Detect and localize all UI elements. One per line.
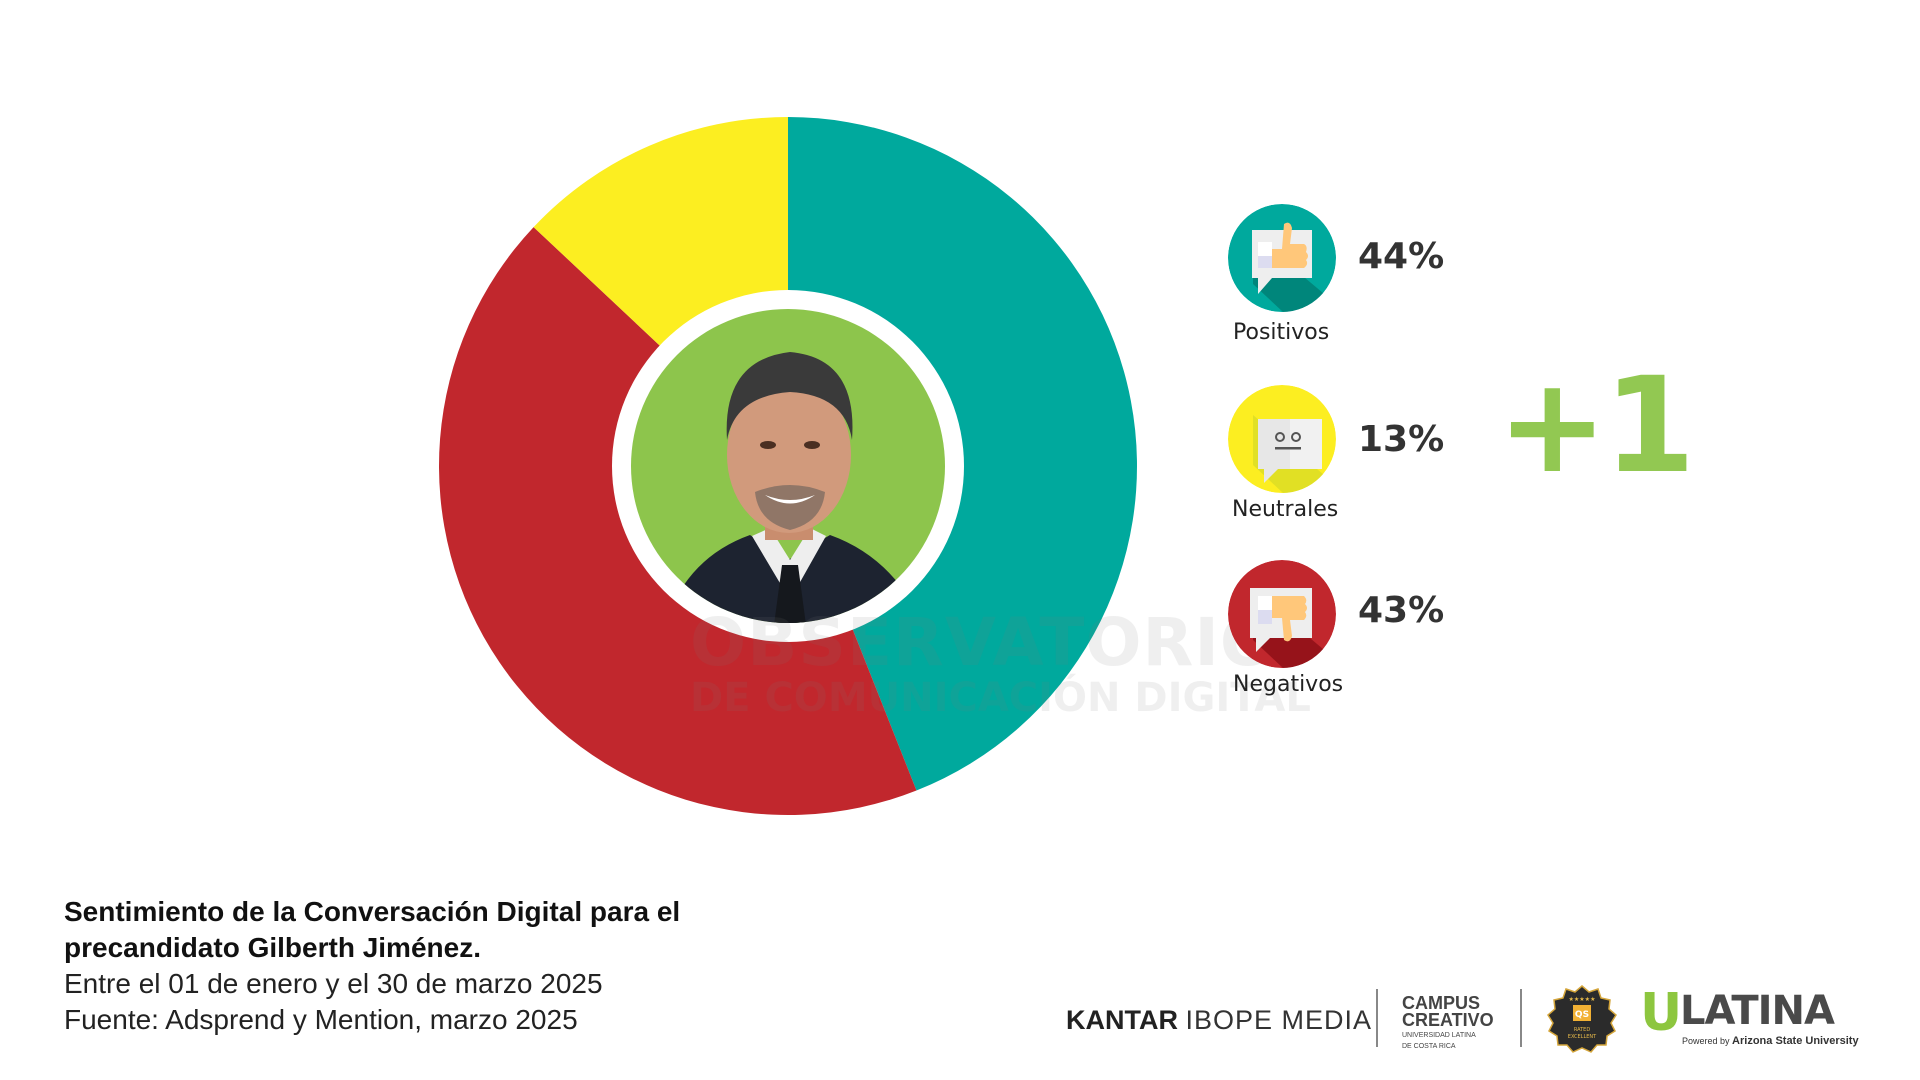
legend-pct-positivos: 44% xyxy=(1358,236,1445,277)
kantar-logo-bold: KANTAR xyxy=(1066,1005,1178,1035)
thumbs-up-speech-bubble-icon xyxy=(1228,204,1336,312)
legend-pct-neutrales: 13% xyxy=(1358,419,1445,460)
portrait-eye xyxy=(804,441,820,449)
portrait-hair xyxy=(726,352,853,440)
logo-divider xyxy=(1520,989,1522,1047)
qs-badge-top: QS xyxy=(1575,1010,1589,1020)
portrait-tie xyxy=(772,565,808,623)
caption-source: Fuente: Adsprend y Mention, marzo 2025 xyxy=(64,1004,578,1035)
campus-line2: CREATIVO xyxy=(1402,1010,1494,1030)
kantar-ibope-logo: KANTAR IBOPE MEDIA xyxy=(1066,1005,1372,1036)
footer-logos: KANTAR IBOPE MEDIA CAMPUS CREATIVO UNIVE… xyxy=(1060,985,1860,1055)
ulatina-logo-u: U xyxy=(1640,983,1683,1043)
ulatina-logo-latina: LATINA xyxy=(1680,988,1835,1034)
legend-pct-negativos: 43% xyxy=(1358,590,1445,631)
svg-text:★★★★★: ★★★★★ xyxy=(1569,996,1596,1003)
campus-line1: CAMPUS xyxy=(1402,993,1481,1013)
campus-sub1: UNIVERSIDAD LATINA xyxy=(1402,1032,1476,1039)
legend-label-negativos: Negativos xyxy=(1233,672,1344,697)
ulatina-powered-label: Powered by xyxy=(1682,1036,1730,1046)
portrait-eye xyxy=(760,441,776,449)
kantar-logo-light: IBOPE MEDIA xyxy=(1185,1005,1373,1035)
portrait-beard xyxy=(755,485,825,530)
logo-divider xyxy=(1376,989,1378,1047)
qs-badge-line1: RATED xyxy=(1574,1027,1591,1033)
legend-label-positivos: Positivos xyxy=(1233,320,1330,345)
caption-period: Entre el 01 de enero y el 30 de marzo 20… xyxy=(64,968,603,999)
delta-indicator: +1 xyxy=(1497,349,1695,503)
caption-title-line2: precandidato Gilberth Jiménez. xyxy=(64,932,481,963)
campus-creativo-logo: CAMPUS CREATIVO UNIVERSIDAD LATINA DE CO… xyxy=(1402,993,1494,1051)
qs-badge-line2: EXCELLENT xyxy=(1568,1034,1597,1040)
legend-label-neutrales: Neutrales xyxy=(1232,497,1339,522)
campus-sub2: DE COSTA RICA xyxy=(1402,1043,1456,1050)
ulatina-asu: Arizona State University xyxy=(1732,1035,1859,1047)
chart-caption: Sentimiento de la Conversación Digital p… xyxy=(64,894,884,1038)
qs-rated-excellent-badge: ★★★★★ QS RATED EXCELLENT xyxy=(1546,985,1618,1053)
portrait-shirt xyxy=(752,528,826,600)
portrait-smile xyxy=(765,495,815,504)
neutral-face-speech-bubble-icon xyxy=(1228,385,1336,493)
thumbs-down-speech-bubble-icon xyxy=(1228,560,1336,668)
ulatina-powered-by: Powered by Arizona State University xyxy=(1682,1035,1859,1047)
caption-title-line1: Sentimiento de la Conversación Digital p… xyxy=(64,896,681,927)
